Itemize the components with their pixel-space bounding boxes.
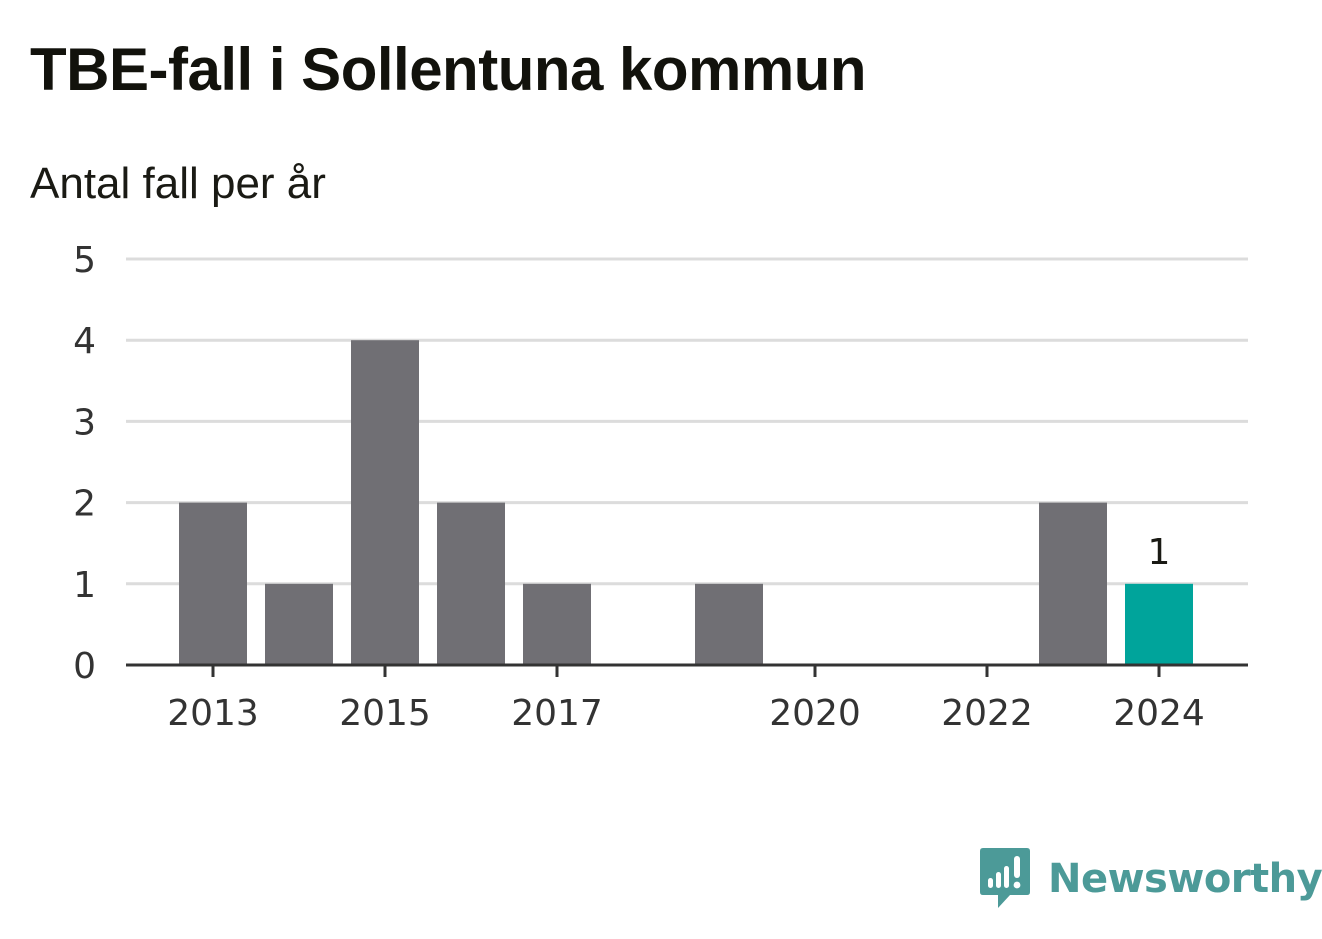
x-axis-ticks: 2013 2015 2017 2020 2022 2024: [167, 665, 1205, 734]
y-tick-label: 1: [73, 565, 96, 606]
bar-2014: [265, 583, 333, 665]
chart-title: TBE-fall i Sollentuna kommun: [30, 36, 867, 103]
x-tick-label: 2013: [167, 693, 259, 734]
y-tick-label: 3: [73, 402, 96, 443]
bar-2019: [695, 583, 763, 665]
newsworthy-logo: Newsworthy: [980, 848, 1322, 910]
bar-2017: [523, 583, 591, 665]
bar-2016: [437, 502, 505, 665]
bar-2024: [1125, 583, 1193, 665]
y-axis-ticks: 0 1 2 3 4 5: [73, 240, 96, 687]
x-tick-label: 2024: [1113, 693, 1205, 734]
bar-2015: [351, 340, 419, 665]
bars: [179, 340, 1193, 665]
bar-2013: [179, 502, 247, 665]
x-tick-label: 2015: [339, 693, 431, 734]
y-tick-label: 0: [73, 646, 96, 687]
bar-2023: [1039, 502, 1107, 665]
y-tick-label: 4: [73, 321, 96, 362]
logo-text: Newsworthy: [1048, 856, 1322, 902]
x-tick-label: 2020: [769, 693, 861, 734]
chart-subtitle: Antal fall per år: [30, 159, 326, 208]
x-tick-label: 2022: [941, 693, 1033, 734]
bar-chart-speech-bubble-icon: [980, 848, 1030, 908]
y-tick-label: 5: [73, 240, 96, 281]
highlight-value-label: 1: [1148, 532, 1171, 573]
x-tick-label: 2017: [511, 693, 603, 734]
y-tick-label: 2: [73, 484, 96, 525]
data-labels: 1: [1148, 532, 1171, 573]
